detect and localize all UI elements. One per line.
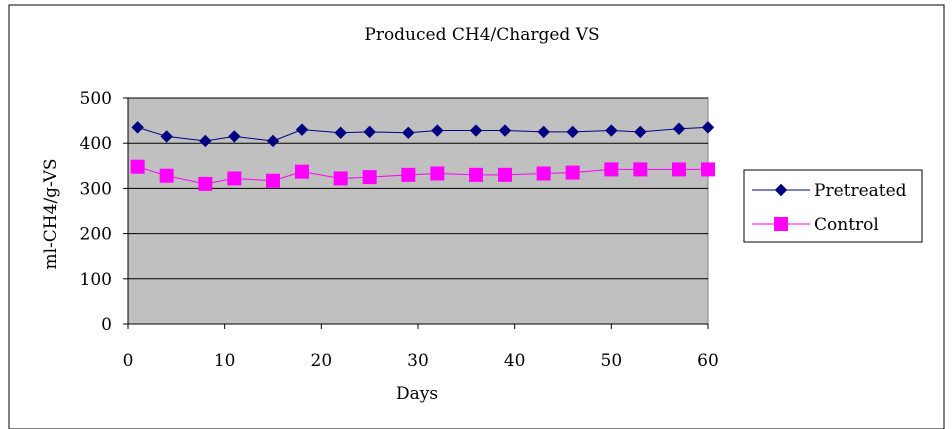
data-point (334, 126, 347, 140)
x-axis-label: Days (396, 384, 438, 404)
data-point (469, 167, 483, 182)
data-point (430, 166, 445, 181)
series-pretreated (131, 121, 715, 148)
data-point (130, 159, 145, 174)
y-axis-label: ml-CH4/g-VS (41, 159, 61, 270)
series-control (130, 159, 715, 191)
legend-item-control: Control (752, 215, 879, 235)
y-tick-label: 200 (80, 225, 112, 245)
x-tick-label: 0 (123, 351, 134, 371)
x-tick-label: 10 (214, 351, 236, 371)
data-point (605, 124, 618, 137)
y-tick-label: 0 (101, 315, 112, 335)
data-point (266, 134, 280, 148)
data-point (295, 164, 309, 179)
y-tick-label: 500 (80, 89, 112, 109)
data-point (672, 162, 686, 177)
x-tick-label: 40 (504, 351, 526, 371)
data-point (198, 176, 213, 191)
data-point (402, 126, 415, 140)
data-point (362, 170, 377, 185)
data-point (498, 124, 512, 137)
legend-box (743, 169, 923, 243)
x-tick-label: 50 (601, 351, 623, 371)
x-tick-labels: 0 10 20 30 40 50 60 (123, 351, 719, 371)
data-point (199, 134, 212, 148)
legend: Pretreated Control (743, 169, 923, 243)
data-point (131, 121, 144, 134)
data-point (498, 167, 512, 182)
legend-label: Control (814, 215, 879, 235)
data-point (701, 121, 715, 134)
data-point (536, 166, 551, 181)
data-point (295, 123, 309, 136)
chart-title: Produced CH4/Charged VS (364, 25, 599, 45)
series-group (130, 121, 715, 191)
x-tick-label: 30 (407, 351, 429, 371)
data-point (227, 171, 242, 186)
y-tick-label: 300 (80, 179, 112, 199)
data-point (565, 165, 580, 180)
legend-marker (774, 217, 788, 231)
data-point (566, 125, 579, 139)
data-point (160, 130, 173, 143)
axes (123, 97, 709, 329)
legend-item-pretreated: Pretreated (752, 181, 907, 201)
x-tick-label: 60 (697, 351, 719, 371)
grid-lines (128, 97, 708, 280)
legend-marker (774, 183, 788, 197)
data-point (228, 130, 241, 143)
x-tick-label: 20 (311, 351, 333, 371)
data-point (401, 167, 416, 182)
data-point (159, 168, 174, 183)
data-point (363, 125, 376, 139)
data-point (701, 162, 715, 177)
data-point (633, 162, 648, 177)
y-tick-labels: 0 100 200 300 400 500 (80, 89, 112, 335)
data-point (604, 162, 619, 177)
y-tick-label: 100 (80, 270, 112, 290)
data-point (634, 125, 647, 139)
data-point (431, 124, 444, 137)
data-point (537, 125, 550, 139)
data-point (469, 124, 483, 137)
data-point (333, 171, 348, 186)
data-point (672, 122, 686, 135)
y-tick-label: 400 (80, 134, 112, 154)
data-point (266, 173, 280, 188)
legend-label: Pretreated (814, 181, 907, 201)
